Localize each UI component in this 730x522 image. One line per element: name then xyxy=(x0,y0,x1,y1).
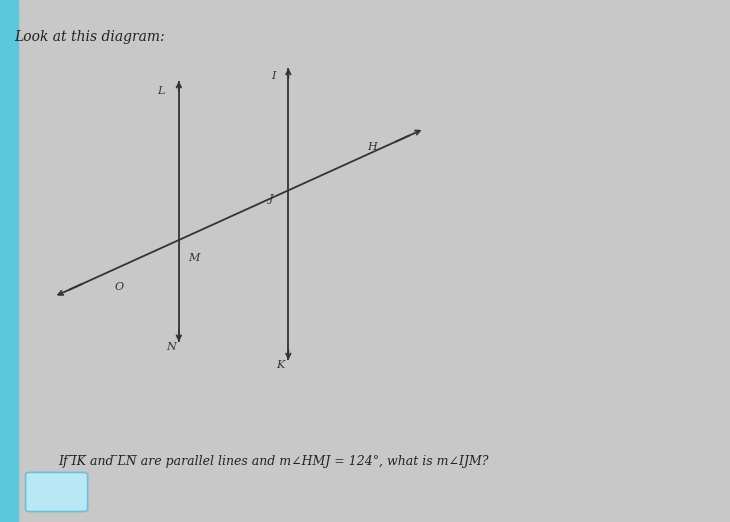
Text: M: M xyxy=(188,253,200,264)
FancyBboxPatch shape xyxy=(26,472,88,512)
Text: J: J xyxy=(269,194,274,205)
Text: I: I xyxy=(272,70,276,81)
Text: Look at this diagram:: Look at this diagram: xyxy=(15,30,165,43)
Text: If ̅I̅K̅ and ̅L̅N̅ are parallel lines and m∠HMJ = 124°, what is m∠IJM?: If ̅I̅K̅ and ̅L̅N̅ are parallel lines an… xyxy=(58,456,489,468)
Text: L: L xyxy=(157,86,164,97)
Text: O: O xyxy=(115,282,124,292)
Text: N: N xyxy=(166,342,176,352)
Bar xyxy=(0,0,18,522)
Text: H: H xyxy=(367,142,377,152)
Text: K: K xyxy=(276,360,284,371)
